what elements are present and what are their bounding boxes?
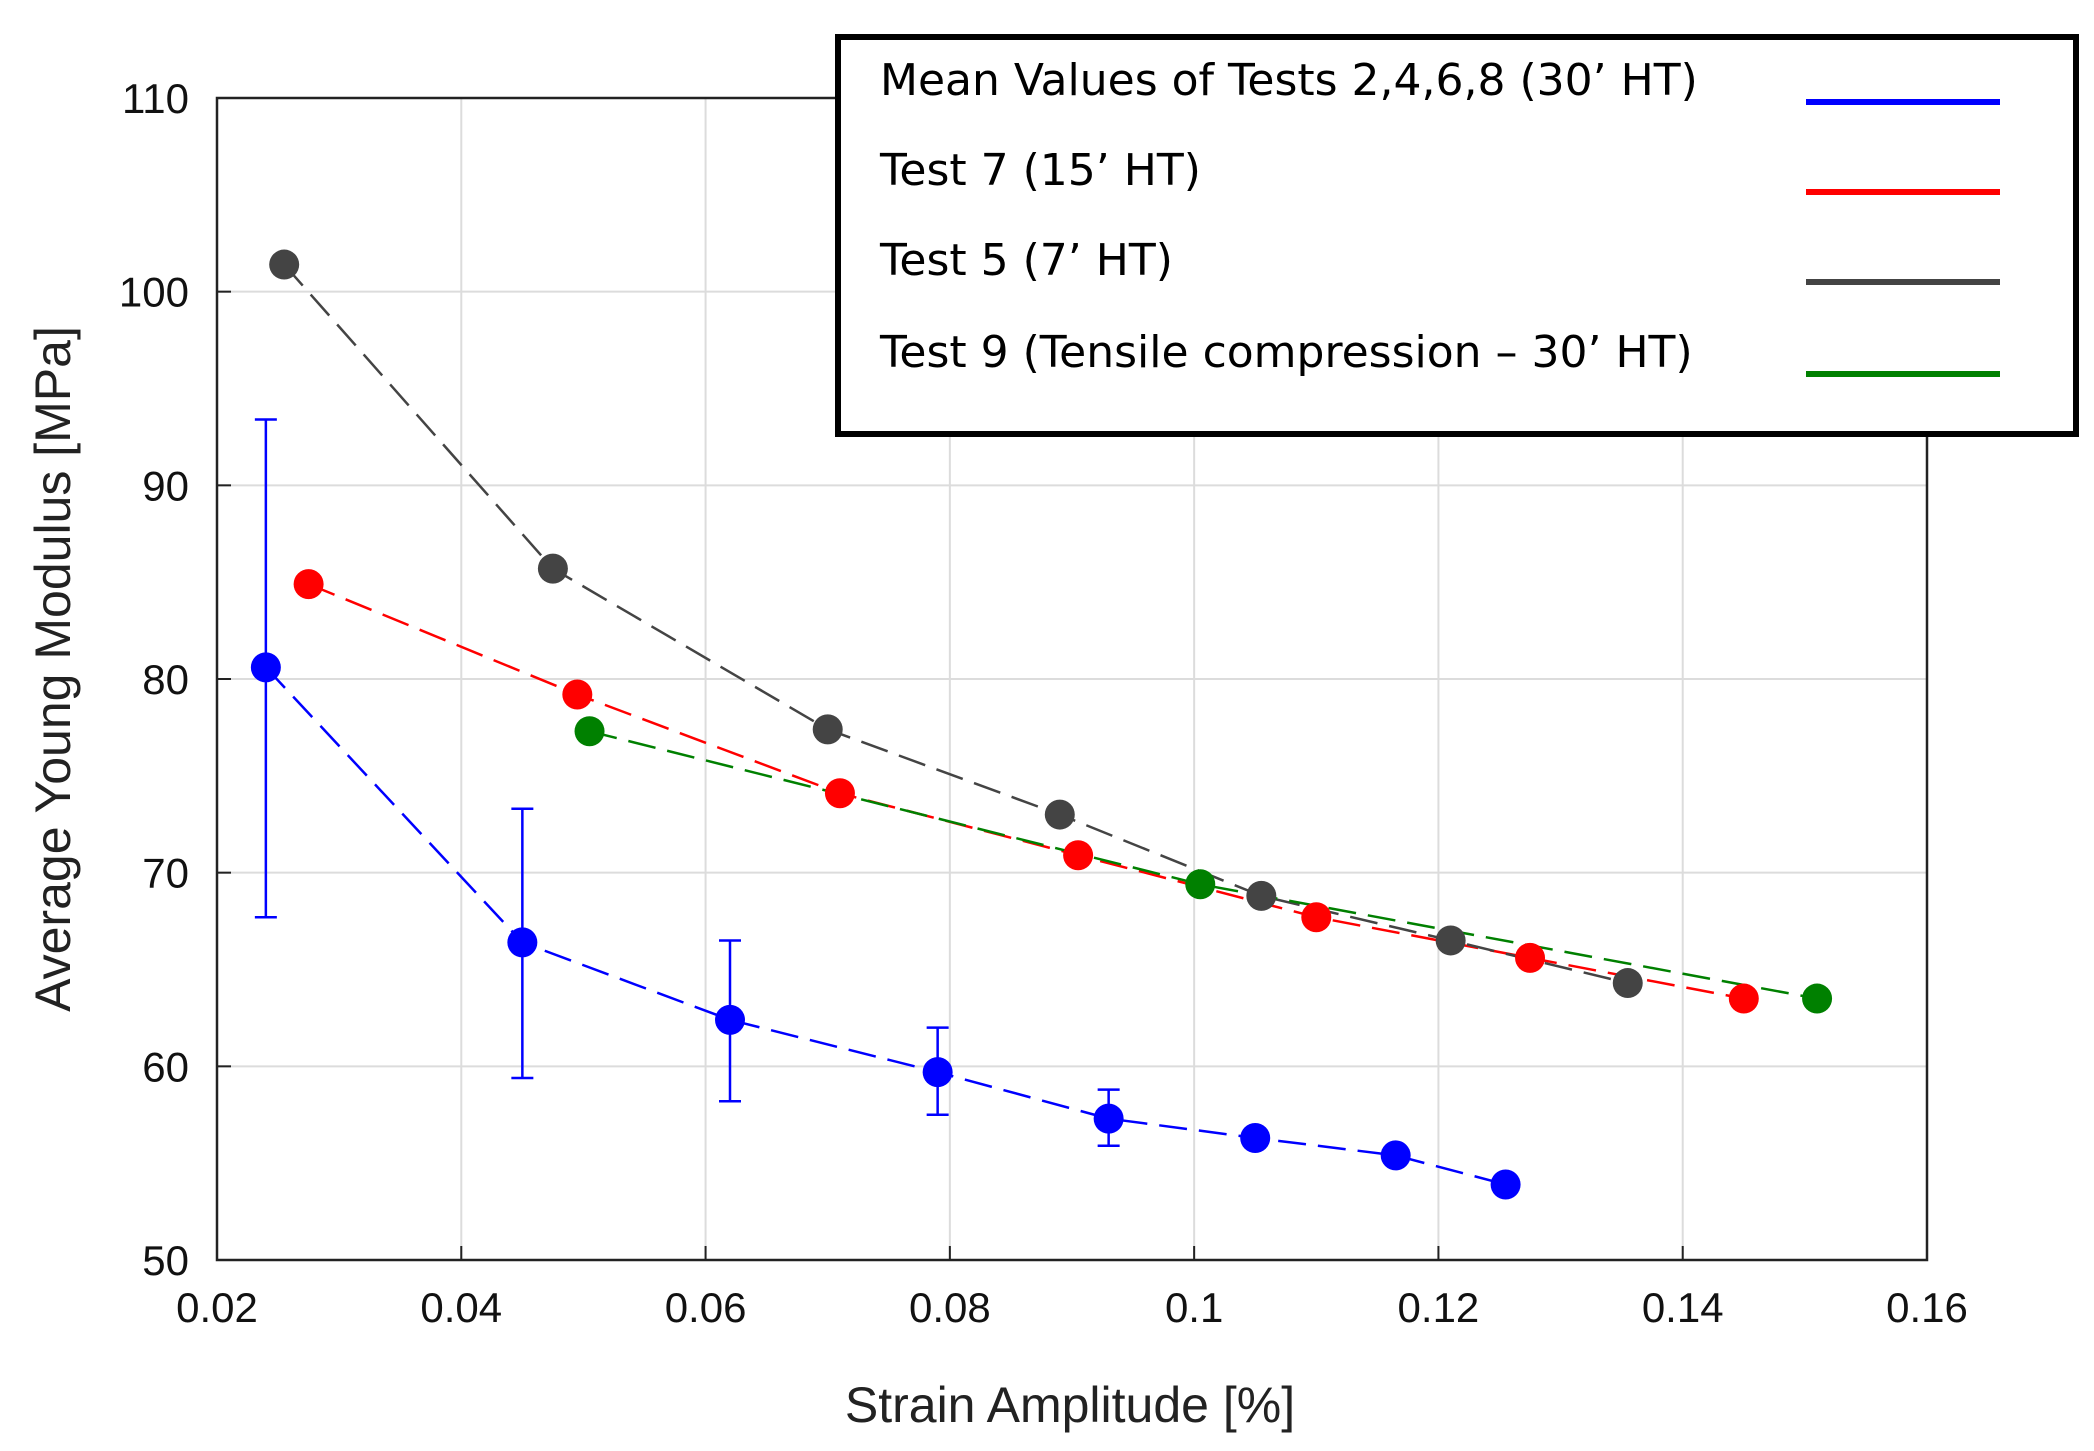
legend: Mean Values of Tests 2,4,6,8 (30’ HT) Tes…: [835, 34, 2079, 437]
data-point-series-3: [537, 553, 568, 584]
x-tick-label: 0.14: [1642, 1284, 1724, 1331]
y-tick-label: 100: [119, 269, 189, 316]
data-point-series-2: [824, 778, 855, 809]
data-point-series-1: [922, 1057, 953, 1088]
series-line-4: [589, 730, 1818, 1000]
x-tick-label: 0.1: [1165, 1284, 1223, 1331]
series-line-1: [264, 666, 1506, 1186]
data-point-series-4: [1802, 983, 1833, 1014]
data-point-series-2: [1301, 902, 1332, 933]
data-point-series-4: [574, 716, 605, 747]
data-point-series-3: [1044, 799, 1075, 830]
data-point-series-1: [250, 652, 281, 683]
data-point-series-3: [1435, 925, 1466, 956]
y-tick-label: 80: [142, 656, 189, 703]
x-tick-label: 0.02: [176, 1284, 258, 1331]
legend-label-4: Test 9 (Tensile compression – 30’ HT): [879, 327, 1693, 378]
data-point-series-3: [1612, 968, 1643, 999]
x-tick-label: 0.16: [1886, 1284, 1968, 1331]
x-axis-ticks: 0.02 0.04 0.06 0.08 0.1 0.12 0.14 0.16: [176, 1246, 1968, 1331]
data-point-series-2: [1728, 983, 1759, 1014]
y-tick-label: 110: [122, 75, 189, 122]
x-tick-label: 0.06: [665, 1284, 747, 1331]
legend-label-2: Test 7 (15’ HT): [879, 145, 1201, 196]
data-point-series-4: [1185, 869, 1216, 900]
data-point-series-3: [1246, 880, 1277, 911]
error-bars: [254, 418, 1120, 1147]
data-point-series-1: [1490, 1169, 1521, 1200]
data-point-series-1: [1380, 1140, 1411, 1171]
y-axis-ticks: 50 60 70 80 90 100 110: [119, 75, 231, 1284]
y-axis-label: Average Young Modulus [MPa]: [25, 326, 81, 1012]
data-markers: [250, 249, 1833, 1200]
data-point-series-2: [1515, 942, 1546, 973]
x-tick-label: 0.08: [909, 1284, 991, 1331]
data-point-series-2: [562, 679, 593, 710]
y-tick-label: 50: [142, 1237, 189, 1284]
data-point-series-3: [269, 249, 300, 280]
data-point-series-1: [1093, 1103, 1124, 1134]
x-tick-label: 0.12: [1398, 1284, 1480, 1331]
y-tick-label: 90: [142, 462, 189, 509]
x-tick-label: 0.04: [420, 1284, 502, 1331]
data-point-series-2: [1063, 840, 1094, 871]
data-point-series-1: [715, 1004, 745, 1035]
legend-label-3: Test 5 (7’ HT): [879, 235, 1173, 286]
y-tick-label: 70: [142, 850, 189, 897]
legend-box: [835, 34, 2079, 437]
data-point-series-1: [507, 927, 538, 958]
data-point-series-2: [293, 569, 324, 600]
y-tick-label: 60: [142, 1043, 189, 1090]
data-point-series-3: [812, 714, 843, 745]
data-point-series-1: [1240, 1122, 1271, 1153]
legend-label-1: Mean Values of Tests 2,4,6,8 (30’ HT): [880, 55, 1698, 106]
x-axis-label: Strain Amplitude [%]: [845, 1377, 1295, 1433]
